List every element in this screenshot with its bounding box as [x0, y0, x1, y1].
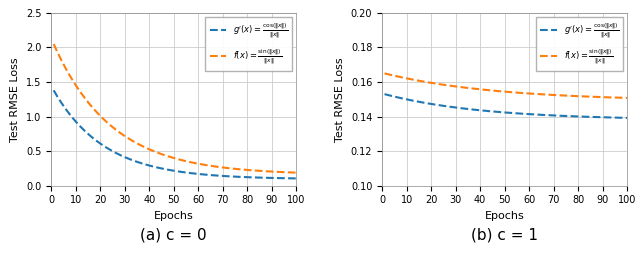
- $f(x) = \frac{\sin(\|x\|)}{\|x\|}$: [165, 155, 173, 158]
- Line: $f(x) = \frac{\sin(\|x\|)}{\|x\|}$: $f(x) = \frac{\sin(\|x\|)}{\|x\|}$: [385, 73, 627, 98]
- $g'(x) = \frac{\cos(\|x\|)}{\|x\|}$: [497, 111, 505, 114]
- X-axis label: Epochs: Epochs: [484, 211, 525, 221]
- $g'(x) = \frac{\cos(\|x\|)}{\|x\|}$: [249, 176, 257, 179]
- Y-axis label: Test RMSE Loss: Test RMSE Loss: [335, 57, 346, 142]
- $f(x) = \frac{\sin(\|x\|)}{\|x\|}$: [50, 43, 58, 46]
- Text: (a) c = 0: (a) c = 0: [140, 227, 207, 242]
- $g'(x) = \frac{\cos(\|x\|)}{\|x\|}$: [525, 112, 533, 116]
- $f(x) = \frac{\sin(\|x\|)}{\|x\|}$: [525, 92, 533, 95]
- $f(x) = \frac{\sin(\|x\|)}{\|x\|}$: [618, 96, 625, 99]
- Legend: $g'(x) = \frac{\cos(\|x\|)}{\|x\|}$, $f(x) = \frac{\sin(\|x\|)}{\|x\|}$: $g'(x) = \frac{\cos(\|x\|)}{\|x\|}$, $f(…: [205, 17, 292, 71]
- $f(x) = \frac{\sin(\|x\|)}{\|x\|}$: [166, 156, 174, 159]
- $f(x) = \frac{\sin(\|x\|)}{\|x\|}$: [194, 162, 202, 165]
- Legend: $g'(x) = \frac{\cos(\|x\|)}{\|x\|}$, $f(x) = \frac{\sin(\|x\|)}{\|x\|}$: $g'(x) = \frac{\cos(\|x\|)}{\|x\|}$, $f(…: [536, 17, 623, 71]
- $f(x) = \frac{\sin(\|x\|)}{\|x\|}$: [287, 171, 294, 174]
- Line: $g'(x) = \frac{\cos(\|x\|)}{\|x\|}$: $g'(x) = \frac{\cos(\|x\|)}{\|x\|}$: [385, 94, 627, 118]
- $f(x) = \frac{\sin(\|x\|)}{\|x\|}$: [580, 95, 588, 98]
- $f(x) = \frac{\sin(\|x\|)}{\|x\|}$: [497, 90, 505, 93]
- $g'(x) = \frac{\cos(\|x\|)}{\|x\|}$: [287, 177, 294, 180]
- Line: $f(x) = \frac{\sin(\|x\|)}{\|x\|}$: $f(x) = \frac{\sin(\|x\|)}{\|x\|}$: [54, 44, 296, 173]
- $g'(x) = \frac{\cos(\|x\|)}{\|x\|}$: [618, 116, 625, 119]
- Text: (b) c = 1: (b) c = 1: [471, 227, 538, 242]
- $g'(x) = \frac{\cos(\|x\|)}{\|x\|}$: [496, 110, 504, 114]
- $g'(x) = \frac{\cos(\|x\|)}{\|x\|}$: [165, 168, 173, 171]
- $f(x) = \frac{\sin(\|x\|)}{\|x\|}$: [249, 169, 257, 172]
- Line: $g'(x) = \frac{\cos(\|x\|)}{\|x\|}$: $g'(x) = \frac{\cos(\|x\|)}{\|x\|}$: [54, 90, 296, 179]
- $g'(x) = \frac{\cos(\|x\|)}{\|x\|}$: [623, 116, 631, 119]
- $f(x) = \frac{\sin(\|x\|)}{\|x\|}$: [181, 159, 189, 163]
- $g'(x) = \frac{\cos(\|x\|)}{\|x\|}$: [580, 115, 588, 118]
- $g'(x) = \frac{\cos(\|x\|)}{\|x\|}$: [381, 93, 388, 96]
- $f(x) = \frac{\sin(\|x\|)}{\|x\|}$: [623, 96, 631, 100]
- $g'(x) = \frac{\cos(\|x\|)}{\|x\|}$: [166, 169, 174, 172]
- $g'(x) = \frac{\cos(\|x\|)}{\|x\|}$: [194, 172, 202, 175]
- $g'(x) = \frac{\cos(\|x\|)}{\|x\|}$: [50, 89, 58, 92]
- X-axis label: Epochs: Epochs: [154, 211, 194, 221]
- $g'(x) = \frac{\cos(\|x\|)}{\|x\|}$: [512, 112, 520, 115]
- $f(x) = \frac{\sin(\|x\|)}{\|x\|}$: [381, 72, 388, 75]
- $g'(x) = \frac{\cos(\|x\|)}{\|x\|}$: [181, 171, 189, 174]
- $f(x) = \frac{\sin(\|x\|)}{\|x\|}$: [496, 90, 504, 93]
- $g'(x) = \frac{\cos(\|x\|)}{\|x\|}$: [292, 177, 300, 180]
- Y-axis label: Test RMSE Loss: Test RMSE Loss: [10, 57, 20, 142]
- $f(x) = \frac{\sin(\|x\|)}{\|x\|}$: [512, 91, 520, 94]
- $f(x) = \frac{\sin(\|x\|)}{\|x\|}$: [292, 171, 300, 174]
